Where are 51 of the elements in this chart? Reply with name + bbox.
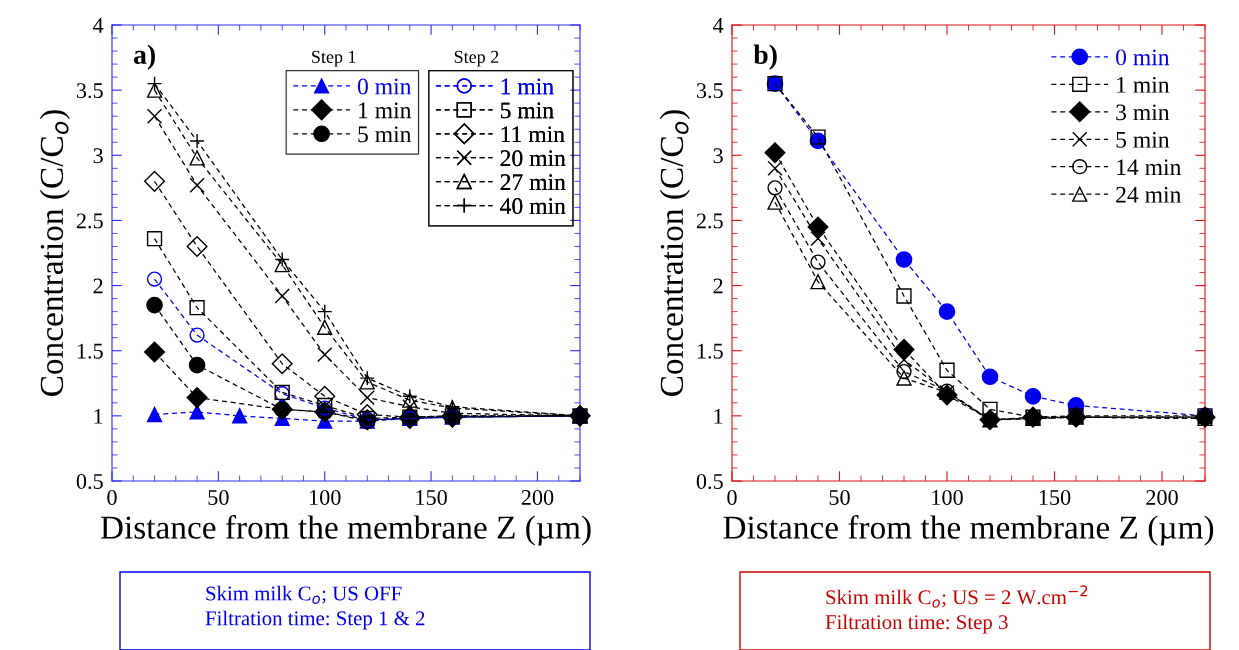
x-tick-label: 0	[107, 489, 117, 505]
x-tick-label: 100	[932, 489, 963, 505]
y-tick-label: 1.5	[697, 343, 723, 359]
x-tick-label: 0	[727, 489, 737, 505]
y-tick-label: 3	[713, 148, 723, 164]
y-tick-label: 2	[93, 278, 103, 294]
y-tick-label: 1	[714, 408, 723, 424]
x-axis-title: Distance from the membrane Z (µm)	[100, 515, 591, 546]
legend-label: 27 min	[500, 174, 566, 190]
y-tick-label: 4	[712, 18, 724, 33]
legend-label: 1 min	[501, 78, 554, 95]
x-tick-label: 50	[208, 489, 229, 505]
x-tick-label: 200	[1146, 489, 1178, 505]
y-axis-title: Concentration (C/C$_{o}$)	[659, 110, 690, 396]
annotation: a)	[133, 44, 155, 70]
x-tick-label: 150	[416, 489, 447, 505]
y-tick-label: 0.5	[76, 473, 103, 490]
x-tick-label: 200	[521, 489, 554, 505]
text: Step 2	[454, 50, 499, 67]
y-tick-label: 3.5	[696, 83, 723, 99]
legend-label: 5 min	[358, 126, 412, 143]
y-tick-label: 3.5	[76, 83, 103, 99]
legend-label: 5 min	[501, 102, 554, 119]
legend-label: 0 min	[1116, 49, 1170, 66]
legend-label: 3 min	[1116, 104, 1170, 121]
legend-label: 14 min	[1117, 159, 1182, 175]
y-tick-label: 2.5	[76, 213, 103, 229]
legend-label: 11 min	[501, 126, 565, 143]
y-tick-label: 4	[92, 18, 104, 33]
legend-label: 0 min	[357, 78, 412, 95]
x-tick-label: 50	[829, 489, 850, 505]
legend-label: 1 min	[1117, 76, 1170, 93]
y-tick-label: 1	[94, 408, 103, 424]
y-tick-label: 0.5	[696, 473, 723, 490]
text: Skim milk C$_{o}$; US = 2 W.cm$^{−2}$ Filtration time: Step 3	[825, 585, 1088, 634]
y-tick-label: 1.5	[77, 343, 103, 359]
y-tick-label: 2.5	[696, 213, 723, 229]
text: Skim milk C$_{o}$; US OFF Filtration time: Step 1 & 2	[205, 585, 425, 630]
x-tick-label: 150	[1039, 489, 1071, 505]
legend-label: 24 min	[1116, 186, 1182, 203]
text: Step 1	[312, 50, 356, 67]
legend-label: 1 min	[359, 102, 412, 119]
legend-label: 40 min	[500, 198, 566, 215]
y-tick-label: 3	[93, 148, 103, 164]
annotation: b)	[753, 44, 777, 70]
x-axis-title: Distance from the membrane Z (µm)	[723, 515, 1214, 546]
legend-label: 20 min	[500, 150, 566, 167]
x-tick-label: 100	[310, 489, 341, 505]
legend-label: 5 min	[1116, 131, 1170, 148]
y-axis-title: Concentration (C/C$_{o}$)	[39, 110, 70, 396]
y-tick-label: 2	[713, 278, 723, 294]
